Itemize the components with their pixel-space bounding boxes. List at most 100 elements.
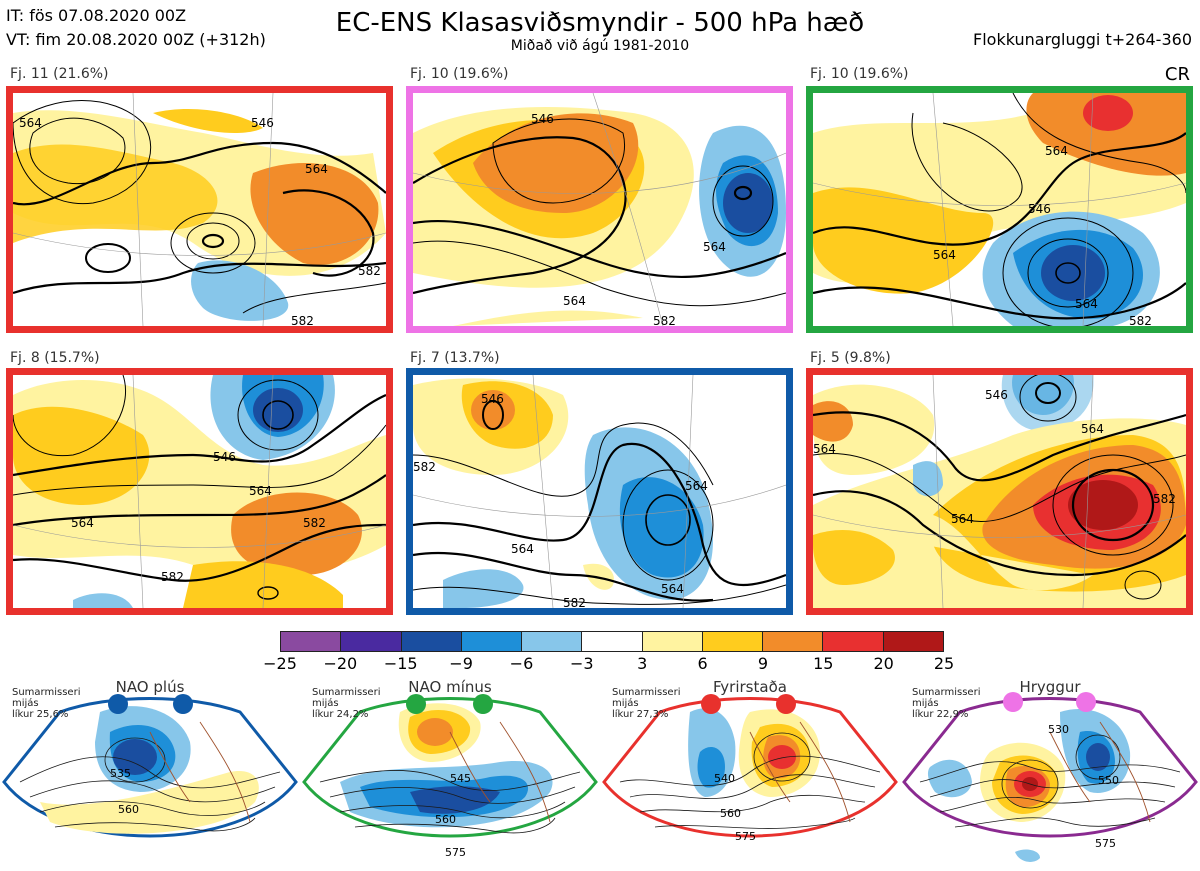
colorbar-tick: −3	[570, 654, 594, 673]
regime-title: Fyrirstaða	[713, 678, 787, 696]
colorbar-segment	[642, 632, 703, 651]
regime-nao-plus: 535 560 NAO plús Sumarmisseri mijás líku…	[0, 672, 300, 871]
contour-label: 564	[661, 582, 684, 596]
contour-label: 530	[1048, 723, 1069, 736]
contour-label: 564	[951, 512, 974, 526]
regime-nao-minus: 545 560 575 NAO mínus Sumarmisseri mijás…	[300, 672, 600, 871]
colorbar-tick: 15	[813, 654, 834, 673]
regime-note-line: Sumarmisseri	[312, 687, 381, 698]
panel-label: Fj. 11 (21.6%)	[10, 66, 109, 82]
contour-label: 564	[511, 542, 534, 556]
regime-note-line: Sumarmisseri	[612, 687, 681, 698]
contour-label: 582	[358, 264, 381, 278]
colorbar-tick: −15	[383, 654, 418, 673]
regime-title: NAO plús	[115, 678, 185, 696]
panel-label: Fj. 10 (19.6%)	[810, 66, 909, 82]
contour-label: 546	[1028, 202, 1051, 216]
colorbar-segment	[582, 632, 643, 651]
contour-label: 535	[110, 767, 131, 780]
colorbar-tick: −25	[263, 654, 297, 673]
regime-note-line: líkur 24,2%	[312, 709, 369, 720]
cluster-map-3: 564 546 564 564 582	[806, 86, 1193, 333]
regime-marker	[1003, 692, 1023, 712]
regime-marker	[406, 694, 426, 714]
contour-label: 540	[714, 772, 735, 785]
contour-label: 545	[450, 772, 471, 785]
panel-label: Fj. 5 (9.8%)	[810, 350, 891, 366]
contour-label: 575	[735, 830, 756, 843]
colorbar-tick: 25	[933, 654, 955, 673]
regime-note-line: mijás	[612, 698, 639, 709]
colorbar-tick: −9	[449, 654, 473, 673]
regime-note-line: mijás	[912, 698, 939, 709]
regime-marker	[1076, 692, 1096, 712]
colorbar-tick: 6	[697, 654, 708, 673]
colorbar-segment	[883, 632, 943, 651]
colorbar-tick: −20	[323, 654, 358, 673]
panel-label: Fj. 8 (15.7%)	[10, 350, 100, 366]
page-title: EC-ENS Klasasviðsmyndir - 500 hPa hæð	[335, 8, 865, 38]
regime-title: Hryggur	[1019, 678, 1081, 696]
colorbar-tick: 3	[637, 654, 648, 673]
contour-label: 564	[1075, 297, 1098, 311]
contour-label: 546	[251, 116, 274, 130]
contour-label: 546	[531, 112, 554, 126]
contour-label: 564	[1081, 422, 1104, 436]
colorbar-segment	[763, 632, 824, 651]
contour-label: 575	[445, 846, 466, 859]
contour-label: 564	[305, 162, 328, 176]
contour-label: 582	[563, 596, 586, 608]
colorbar-segment	[401, 632, 462, 651]
colorbar-ticks: −25 −20 −15 −9 −6 −3 3 6 9 15 20 25	[250, 654, 974, 674]
regime-marker	[701, 694, 721, 714]
colorbar-tick: 9	[757, 654, 768, 673]
colorbar-segment	[281, 632, 342, 651]
contour-label: 564	[813, 442, 836, 456]
contour-label: 564	[933, 248, 956, 262]
contour-label: 582	[1153, 492, 1176, 506]
contour-label: 582	[413, 460, 436, 474]
regime-note: Sumarmisseri mijás líkur 27,3%	[612, 687, 680, 720]
regime-note-line: líkur 27,3%	[612, 709, 669, 720]
cluster-map-5: 546 582 564 564 564 582	[406, 368, 793, 615]
contour-label: 582	[161, 570, 184, 584]
regime-note: Sumarmisseri mijás líkur 22,9%	[912, 687, 980, 720]
panel-label: Fj. 10 (19.6%)	[410, 66, 509, 82]
regime-note-line: líkur 22,9%	[912, 709, 969, 720]
regime-note-line: mijás	[12, 698, 39, 709]
regime-marker	[108, 694, 128, 714]
panel-label: Fj. 7 (13.7%)	[410, 350, 500, 366]
valid-time: VT: fim 20.08.2020 00Z (+312h)	[6, 30, 266, 49]
contour-label: 582	[303, 516, 326, 530]
contour-label: 564	[1045, 144, 1068, 158]
contour-label: 564	[19, 116, 42, 130]
cluster-window: Flokkunargluggi t+264-360	[973, 30, 1192, 49]
colorbar-segment	[522, 632, 583, 651]
cluster-map-1: 564 546 564 582 582	[6, 86, 393, 333]
cluster-map-2: 546 564 564 582	[406, 86, 793, 333]
regime-marker	[776, 694, 796, 714]
contour-label: 564	[685, 479, 708, 493]
colorbar-segment	[341, 632, 402, 651]
colorbar-tick: −6	[509, 654, 534, 673]
contour-label: 564	[249, 484, 272, 498]
contour-label: 546	[213, 450, 236, 464]
contour-label: 546	[985, 388, 1008, 402]
colorbar-segment	[823, 632, 884, 651]
cluster-map-4: 546 564 564 582 582	[6, 368, 393, 615]
cr-label: CR	[1164, 64, 1190, 85]
colorbar-tick: 20	[873, 654, 894, 673]
page-subtitle: Miðað við ágú 1981-2010	[510, 38, 690, 54]
colorbar-segment	[461, 632, 523, 651]
regime-blocking: 540 560 575 Fyrirstaða Sumarmisseri mijá…	[600, 672, 900, 871]
contour-label: 560	[720, 807, 741, 820]
regime-note-line: líkur 25,6%	[12, 709, 69, 720]
contour-label: 564	[703, 240, 726, 254]
regime-note-line: Sumarmisseri	[12, 687, 81, 698]
contour-label: 560	[435, 813, 456, 826]
regime-note: Sumarmisseri mijás líkur 24,2%	[312, 687, 380, 720]
colorbar	[280, 631, 944, 652]
regime-marker	[173, 694, 193, 714]
regime-note-line: mijás	[312, 698, 339, 709]
regime-title: NAO mínus	[408, 678, 492, 696]
